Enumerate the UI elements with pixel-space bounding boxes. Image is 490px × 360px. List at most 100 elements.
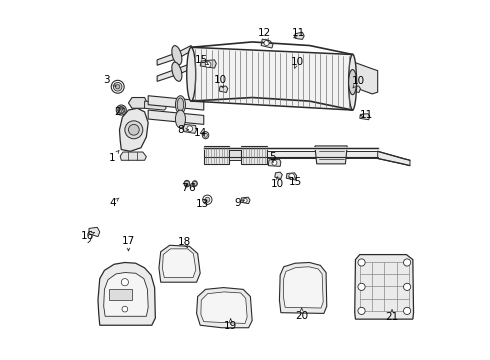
Text: 10: 10: [351, 76, 365, 86]
Text: 13: 13: [196, 199, 209, 210]
Polygon shape: [98, 262, 155, 325]
Polygon shape: [201, 292, 247, 323]
Ellipse shape: [118, 107, 125, 114]
Circle shape: [264, 41, 269, 45]
Circle shape: [358, 283, 365, 291]
Text: 6: 6: [188, 183, 195, 193]
Polygon shape: [261, 39, 273, 48]
Polygon shape: [200, 60, 216, 68]
Ellipse shape: [187, 47, 196, 101]
Polygon shape: [279, 262, 327, 314]
Polygon shape: [229, 149, 242, 160]
Ellipse shape: [177, 98, 184, 112]
Text: 19: 19: [224, 321, 237, 331]
Polygon shape: [355, 255, 414, 319]
Circle shape: [113, 82, 122, 91]
Text: 9: 9: [235, 198, 241, 208]
Text: 20: 20: [295, 311, 308, 321]
Circle shape: [187, 126, 193, 132]
Polygon shape: [219, 86, 228, 93]
Polygon shape: [378, 151, 410, 166]
Text: 15: 15: [289, 177, 302, 187]
Polygon shape: [159, 245, 200, 282]
Text: 18: 18: [177, 237, 191, 247]
Circle shape: [289, 174, 294, 179]
Circle shape: [122, 306, 128, 312]
Polygon shape: [352, 86, 361, 93]
Polygon shape: [295, 32, 304, 40]
Polygon shape: [109, 289, 132, 300]
Ellipse shape: [175, 96, 186, 114]
Polygon shape: [267, 151, 378, 158]
Polygon shape: [128, 98, 148, 108]
Ellipse shape: [184, 180, 190, 187]
Text: 15: 15: [195, 55, 208, 65]
Circle shape: [119, 107, 124, 113]
Text: 4: 4: [109, 198, 116, 208]
Circle shape: [116, 85, 120, 89]
Circle shape: [403, 259, 411, 266]
Text: 12: 12: [258, 28, 271, 38]
Polygon shape: [157, 63, 191, 81]
Polygon shape: [191, 47, 353, 110]
Polygon shape: [196, 288, 252, 328]
Ellipse shape: [202, 132, 209, 139]
Text: 3: 3: [103, 75, 110, 85]
Polygon shape: [183, 125, 196, 134]
Polygon shape: [315, 146, 347, 164]
Polygon shape: [242, 146, 267, 164]
Circle shape: [111, 80, 124, 93]
Text: 11: 11: [292, 28, 305, 38]
Ellipse shape: [172, 46, 182, 65]
Circle shape: [243, 198, 247, 203]
Text: 10: 10: [291, 57, 304, 67]
Ellipse shape: [349, 69, 357, 95]
Circle shape: [358, 307, 365, 315]
Polygon shape: [283, 267, 323, 308]
Text: 11: 11: [360, 111, 373, 121]
Polygon shape: [148, 110, 204, 125]
Polygon shape: [275, 172, 282, 179]
Ellipse shape: [172, 62, 182, 81]
Text: 8: 8: [177, 125, 184, 135]
Ellipse shape: [116, 105, 126, 115]
Ellipse shape: [204, 133, 207, 137]
Ellipse shape: [349, 54, 357, 110]
Circle shape: [403, 283, 411, 291]
Polygon shape: [157, 45, 191, 65]
Circle shape: [203, 195, 212, 204]
Circle shape: [358, 259, 365, 266]
Polygon shape: [353, 62, 378, 94]
Polygon shape: [89, 227, 100, 237]
Polygon shape: [241, 197, 250, 204]
Text: 10: 10: [213, 75, 226, 85]
Polygon shape: [120, 152, 147, 160]
Polygon shape: [148, 96, 204, 110]
Ellipse shape: [192, 181, 197, 186]
Circle shape: [125, 121, 143, 139]
Polygon shape: [145, 101, 166, 110]
Circle shape: [128, 125, 139, 135]
Text: 21: 21: [386, 312, 399, 322]
Polygon shape: [204, 146, 229, 164]
Polygon shape: [286, 173, 296, 180]
Polygon shape: [163, 249, 196, 278]
Circle shape: [403, 307, 411, 315]
Text: 1: 1: [109, 153, 116, 163]
Polygon shape: [360, 114, 370, 120]
Circle shape: [184, 181, 190, 186]
Text: 16: 16: [81, 231, 95, 240]
Circle shape: [205, 197, 210, 202]
Text: 5: 5: [270, 152, 276, 162]
Polygon shape: [120, 108, 148, 151]
Polygon shape: [104, 273, 148, 316]
Text: 10: 10: [270, 179, 284, 189]
Text: 17: 17: [122, 236, 135, 246]
Ellipse shape: [175, 110, 186, 128]
Circle shape: [193, 181, 197, 186]
Circle shape: [122, 279, 128, 286]
Circle shape: [272, 160, 277, 165]
Polygon shape: [269, 159, 281, 166]
Text: 14: 14: [194, 129, 207, 138]
Text: 2: 2: [114, 107, 121, 117]
